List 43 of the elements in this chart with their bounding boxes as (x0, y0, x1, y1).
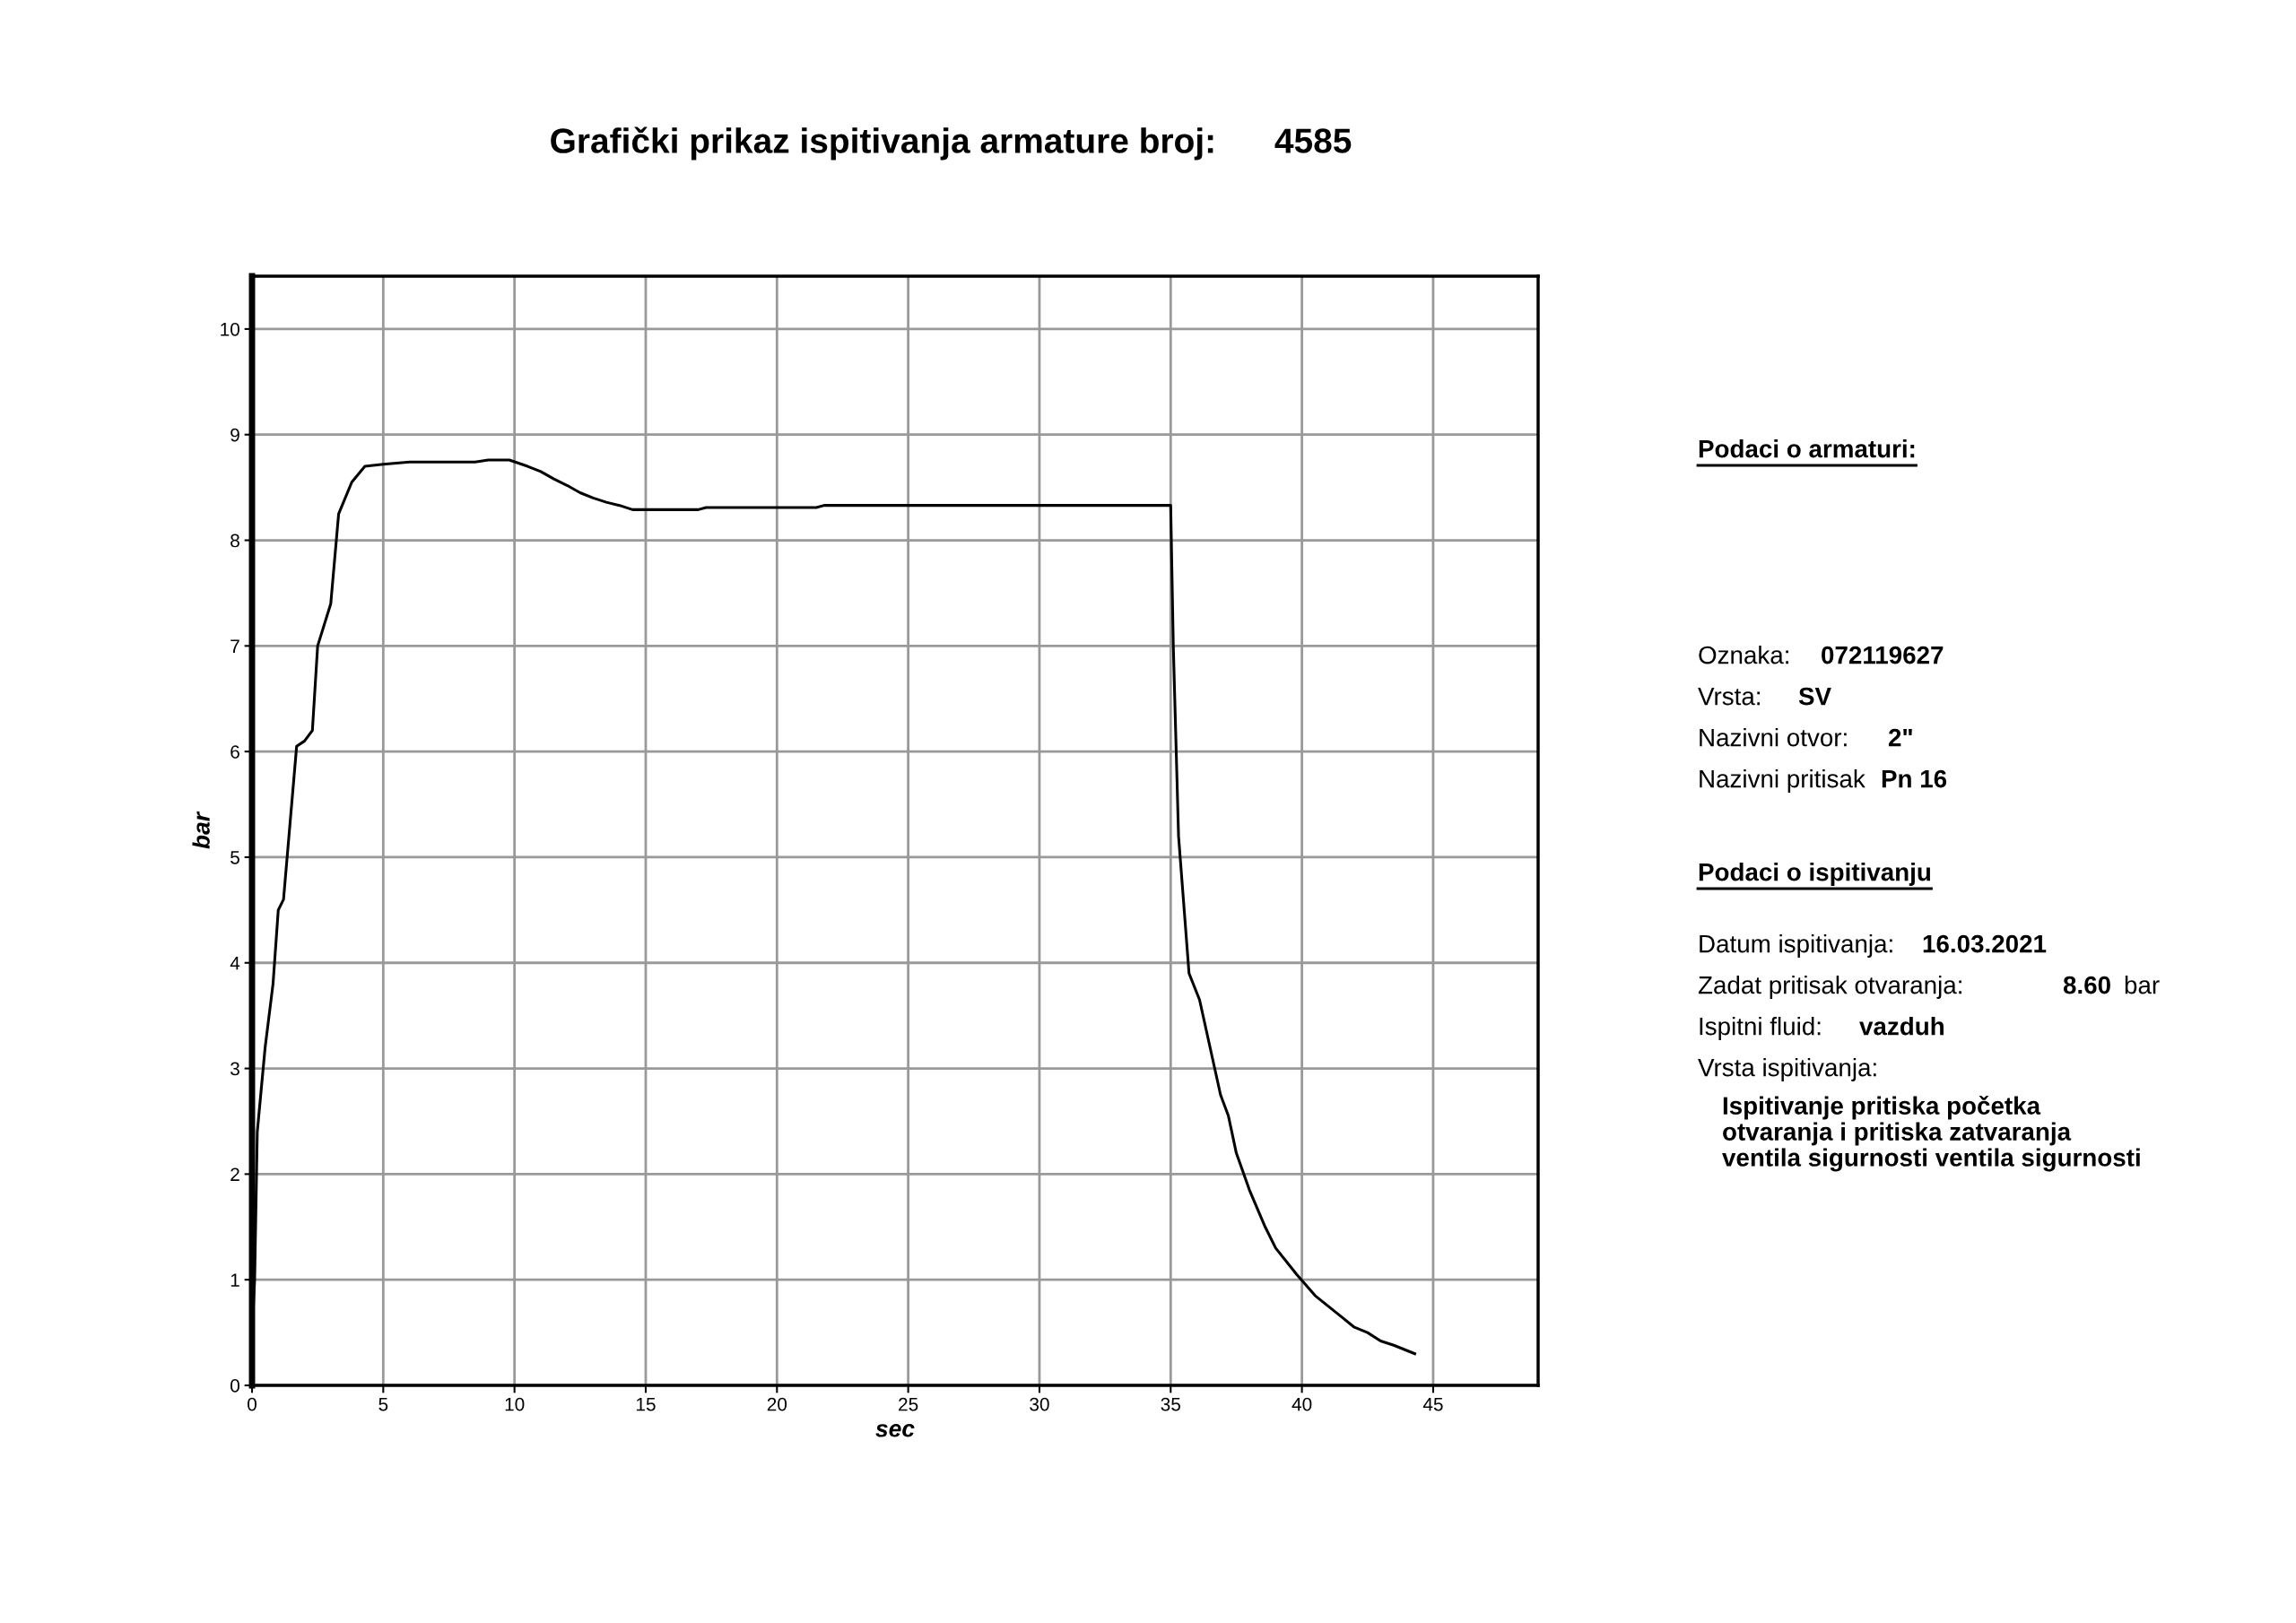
text: Oznaka: (1699, 646, 1788, 664)
text: Ispitni fluid: (1700, 1017, 1821, 1040)
y-axis-title: bar (192, 811, 210, 849)
text: Podaci o armaturi: (1699, 439, 1915, 458)
x-axis-title: sec (875, 1424, 915, 1437)
text: 072119627 (1822, 646, 1944, 664)
y-tick-label: 4 (230, 956, 240, 970)
text: SV (1798, 687, 1831, 706)
text: Nazivni otvor: (1700, 728, 1847, 747)
text: vazduh (1859, 1017, 1944, 1036)
x-tick-label: 35 (1161, 1397, 1180, 1411)
text: bar (2125, 976, 2160, 994)
text: Pn 16 (1882, 769, 1947, 788)
y-tick-label: 2 (230, 1167, 239, 1181)
text: Nazivni pritisak (1700, 769, 1866, 793)
y-tick-label: 0 (230, 1379, 239, 1393)
text: Vrsta: (1698, 688, 1760, 706)
x-tick-label: 40 (1292, 1397, 1312, 1411)
y-tick-label: 1 (230, 1273, 239, 1287)
y-tick-label: 3 (230, 1062, 239, 1076)
x-tick-label: 30 (1030, 1397, 1049, 1411)
y-tick-label: 7 (230, 639, 239, 653)
x-tick-label: 25 (899, 1397, 918, 1411)
y-tick-label: 9 (230, 428, 239, 442)
x-tick-label: 45 (1422, 1397, 1443, 1411)
x-tick-label: 15 (636, 1397, 656, 1411)
text: Podaci o ispitivanju (1699, 863, 1931, 886)
text: 16.03.2021 (1923, 934, 2047, 953)
chart-title: Grafički prikaz ispitivanja armature broj: 4585 (551, 126, 1352, 161)
y-tick-label: 5 (230, 851, 239, 864)
text: 2" (1888, 728, 1912, 747)
text: Datum ispitivanja: (1700, 934, 1892, 958)
y-tick-label: 10 (221, 322, 239, 336)
x-tick-label: 0 (248, 1397, 257, 1411)
text: Vrsta ispitivanja: (1698, 1058, 1876, 1081)
y-tick-label: 8 (230, 534, 239, 548)
y-tick-label: 6 (230, 745, 239, 759)
text: Zadat pritisak otvaranja: (1698, 976, 1961, 999)
x-tick-label: 5 (378, 1397, 388, 1411)
text: 8.60 (2063, 976, 2110, 994)
x-tick-label: 10 (505, 1397, 525, 1411)
x-tick-label: 20 (767, 1397, 787, 1411)
text: Ispitivanje pritiska početka otvaranja i pritiska zatvaranja ventila sigurnosti ventila sigurnosti (1722, 1096, 2140, 1172)
